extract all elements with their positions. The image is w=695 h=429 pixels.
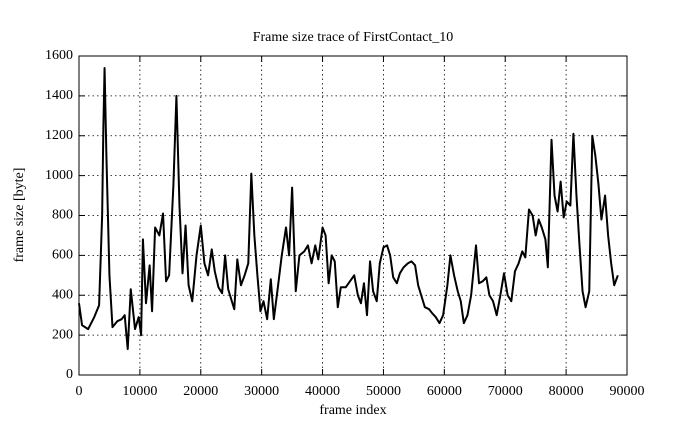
y-tick-label: 1400	[45, 88, 73, 103]
y-tick-label: 600	[52, 248, 73, 263]
x-tick-label: 60000	[427, 384, 462, 399]
x-tick-label: 30000	[244, 384, 279, 399]
x-tick-label: 70000	[488, 384, 523, 399]
x-tick-label: 90000	[610, 384, 645, 399]
x-tick-label: 20000	[183, 384, 218, 399]
y-tick-label: 0	[66, 367, 73, 382]
y-tick-label: 1000	[45, 168, 73, 183]
data-line	[78, 66, 619, 351]
x-tick-label: 40000	[305, 384, 340, 399]
x-axis-label: frame index	[319, 403, 386, 418]
x-tick-label: 80000	[549, 384, 584, 399]
y-tick-label: 200	[52, 327, 73, 342]
y-tick-label: 1200	[45, 128, 73, 143]
x-tick-label: 10000	[122, 384, 157, 399]
y-tick-label: 400	[52, 287, 73, 302]
x-tick-label: 0	[76, 384, 83, 399]
plot-frame	[78, 55, 628, 376]
y-tick-label: 1600	[45, 48, 73, 63]
y-tick-label: 800	[52, 208, 73, 223]
x-tick-label: 50000	[366, 384, 401, 399]
y-axis-label: frame size [byte]	[12, 168, 27, 263]
chart-title: Frame size trace of FirstContact_10	[253, 30, 454, 45]
